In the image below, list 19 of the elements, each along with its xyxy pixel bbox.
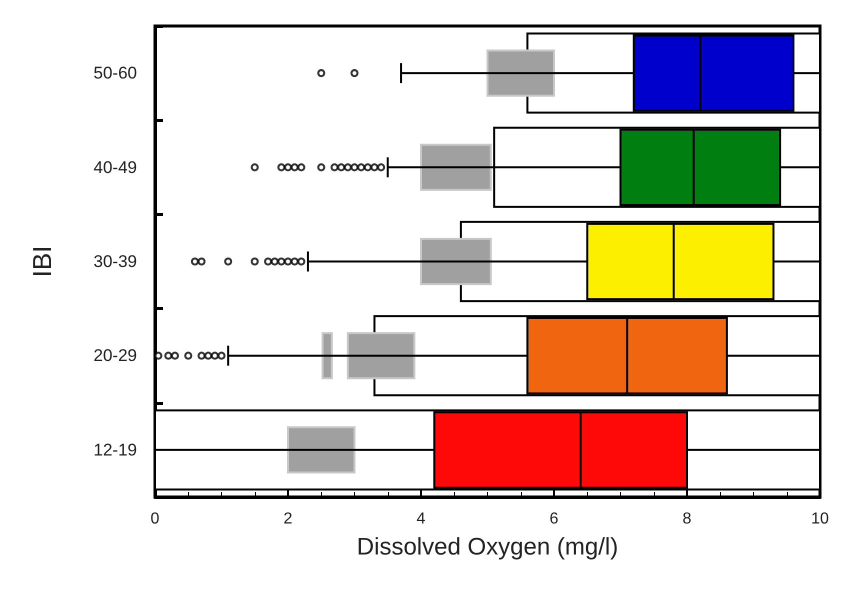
x-tick-label: 6 — [550, 510, 559, 528]
x-tick-label: 8 — [682, 510, 692, 528]
y-tick-label: 20-29 — [94, 346, 137, 366]
y-tick-label: 40-49 — [94, 158, 137, 177]
bar — [486, 49, 555, 97]
bar — [346, 332, 416, 380]
x-tick-label: 2 — [284, 510, 293, 528]
bar — [322, 332, 333, 380]
y-axis-title: IBI — [27, 246, 57, 278]
bar — [420, 238, 492, 286]
y-tick-label: 12-19 — [94, 440, 137, 460]
x-tick-label: 10 — [811, 510, 829, 528]
bar — [420, 144, 492, 191]
y-tick-label: 30-39 — [94, 252, 137, 271]
x-axis-title: Dissolved Oxygen (mg/l) — [356, 534, 618, 560]
x-tick-label: 4 — [416, 510, 426, 528]
y-tick-label: 50-60 — [94, 64, 137, 83]
bar — [287, 426, 356, 474]
x-tick-label: 0 — [150, 510, 160, 528]
